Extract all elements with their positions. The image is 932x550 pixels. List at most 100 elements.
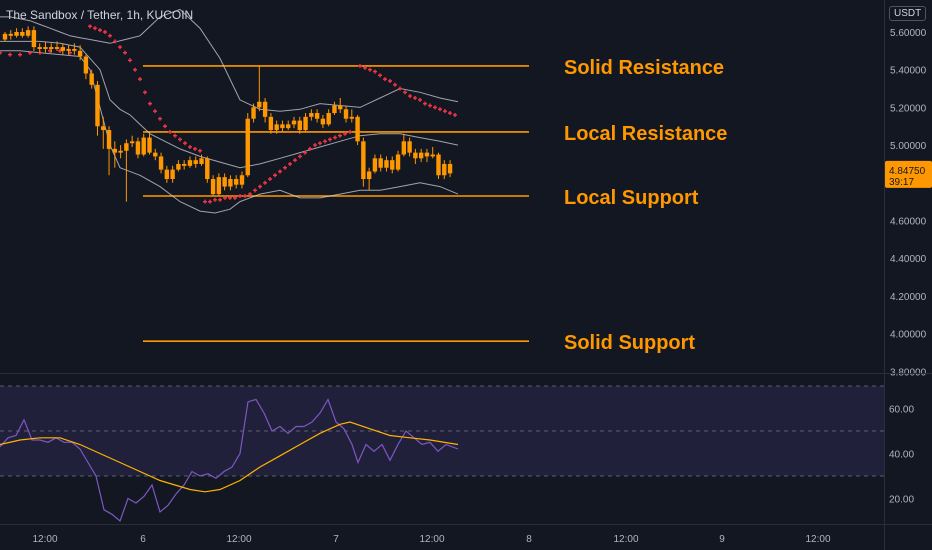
price-tick-label: 5.60000 — [890, 28, 927, 39]
candle-body[interactable] — [257, 101, 262, 108]
candle-body[interactable] — [37, 47, 42, 49]
candle-body[interactable] — [390, 160, 395, 170]
candle-body[interactable] — [106, 130, 112, 149]
candle-body[interactable] — [309, 113, 314, 117]
candle-body[interactable] — [89, 73, 94, 85]
candle-body[interactable] — [245, 118, 250, 176]
sar-point — [308, 146, 312, 151]
candle-body[interactable] — [338, 105, 343, 110]
candle-body[interactable] — [112, 148, 118, 153]
candle-body[interactable] — [361, 141, 366, 180]
sar-point — [448, 111, 452, 116]
sar-point — [408, 94, 412, 99]
candle-body[interactable] — [31, 30, 37, 48]
candle-body[interactable] — [77, 50, 83, 57]
candle-body[interactable] — [366, 171, 372, 180]
candle-body[interactable] — [251, 107, 256, 119]
candle-body[interactable] — [407, 141, 412, 153]
candle-body[interactable] — [193, 160, 198, 164]
candle-body[interactable] — [447, 163, 453, 174]
candle-body[interactable] — [320, 118, 326, 125]
candle-body[interactable] — [25, 30, 31, 36]
candle-body[interactable] — [66, 48, 71, 51]
candle-body[interactable] — [164, 169, 170, 180]
candle-body[interactable] — [2, 33, 8, 40]
sar-point — [438, 107, 442, 112]
rsi-line[interactable] — [0, 398, 459, 523]
candle-body[interactable] — [8, 33, 13, 36]
current-price-tag[interactable] — [885, 160, 932, 188]
candle-body[interactable] — [170, 169, 175, 180]
candle-body[interactable] — [118, 150, 123, 153]
candle-body[interactable] — [418, 152, 424, 159]
candle-body[interactable] — [205, 158, 210, 180]
candle-body[interactable] — [262, 101, 268, 117]
candle-body[interactable] — [343, 109, 349, 119]
rsi-ma-line[interactable] — [0, 421, 459, 493]
candle-body[interactable] — [216, 177, 222, 195]
candle-body[interactable] — [181, 163, 187, 166]
candle-body[interactable] — [297, 120, 302, 131]
candle-body[interactable] — [395, 154, 401, 170]
candle-body[interactable] — [234, 179, 239, 185]
sar-point — [108, 33, 112, 38]
candle-body[interactable] — [176, 163, 181, 170]
candle-body[interactable] — [413, 152, 418, 159]
candle-body[interactable] — [141, 137, 146, 155]
candle-body[interactable] — [436, 154, 441, 176]
candle-body[interactable] — [280, 124, 285, 129]
sar-point — [123, 50, 127, 55]
sar-point — [213, 197, 217, 202]
candle-body[interactable] — [355, 116, 360, 142]
candle-body[interactable] — [101, 126, 106, 131]
time-tick-label: 12:00 — [805, 534, 830, 545]
price-axis[interactable]: 5.600005.400005.200005.000004.800004.600… — [885, 28, 932, 378]
candle-body[interactable] — [372, 158, 378, 172]
currency-unit-badge[interactable]: USDT — [889, 6, 927, 21]
candle-body[interactable] — [349, 116, 354, 119]
candle-body[interactable] — [199, 158, 204, 164]
candle-body[interactable] — [147, 137, 152, 153]
sar-point — [368, 67, 372, 72]
candle-body[interactable] — [187, 160, 193, 166]
time-tick-label: 12:00 — [419, 534, 444, 545]
candle-body[interactable] — [291, 120, 297, 125]
candle-body[interactable] — [384, 160, 389, 168]
candle-body[interactable] — [135, 141, 141, 155]
candle-body[interactable] — [43, 47, 48, 49]
candle-body[interactable] — [314, 113, 320, 119]
candle-body[interactable] — [303, 116, 308, 131]
candle-body[interactable] — [95, 84, 100, 127]
candle-body[interactable] — [222, 177, 227, 187]
candle-body[interactable] — [430, 154, 435, 157]
candle-body[interactable] — [326, 113, 331, 125]
candle-body[interactable] — [72, 48, 77, 51]
candle-body[interactable] — [129, 141, 135, 144]
candle-body[interactable] — [124, 143, 129, 151]
candle-body[interactable] — [228, 179, 233, 187]
rsi-pane[interactable] — [0, 385, 884, 523]
price-pane[interactable]: Solid Resistance Local Resistance Local Su… — [0, 8, 727, 354]
price-tick-label: 5.40000 — [890, 66, 927, 77]
candle-body[interactable] — [20, 32, 25, 36]
candle-body[interactable] — [442, 163, 447, 176]
candle-body[interactable] — [268, 116, 274, 131]
time-axis[interactable]: 12:00 6 12:00 7 12:00 8 12:00 9 12:00 — [32, 534, 830, 545]
candle-body[interactable] — [274, 124, 279, 131]
candle-body[interactable] — [153, 152, 158, 157]
rsi-axis[interactable]: 60.00 40.00 20.00 — [889, 405, 914, 506]
candle-body[interactable] — [54, 47, 60, 49]
candle-body[interactable] — [158, 156, 164, 170]
candle-body[interactable] — [49, 47, 54, 49]
candle-body[interactable] — [210, 179, 216, 195]
candle-body[interactable] — [332, 105, 337, 114]
candle-body[interactable] — [60, 47, 65, 51]
candle-body[interactable] — [286, 124, 291, 129]
candle-body[interactable] — [424, 152, 430, 157]
candle-body[interactable] — [239, 175, 245, 185]
candle-body[interactable] — [401, 141, 407, 155]
candle-body[interactable] — [83, 56, 89, 74]
candle-body[interactable] — [14, 32, 19, 36]
candle-body[interactable] — [378, 158, 383, 168]
